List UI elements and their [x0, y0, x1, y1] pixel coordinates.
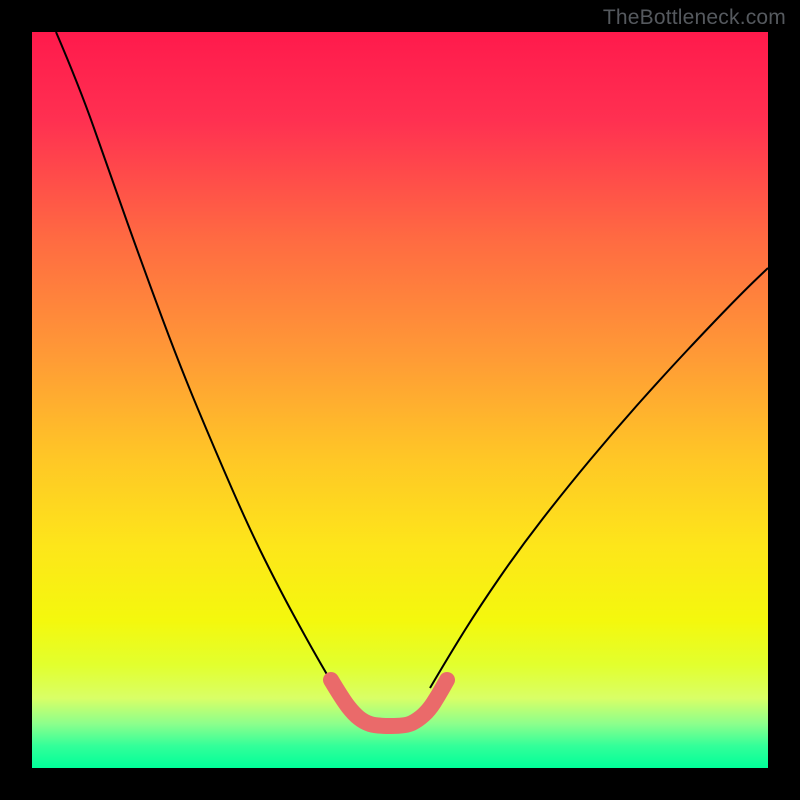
plot-svg — [0, 0, 800, 800]
chart-canvas: TheBottleneck.com — [0, 0, 800, 800]
watermark-text: TheBottleneck.com — [603, 6, 786, 30]
gradient-background — [32, 32, 768, 768]
